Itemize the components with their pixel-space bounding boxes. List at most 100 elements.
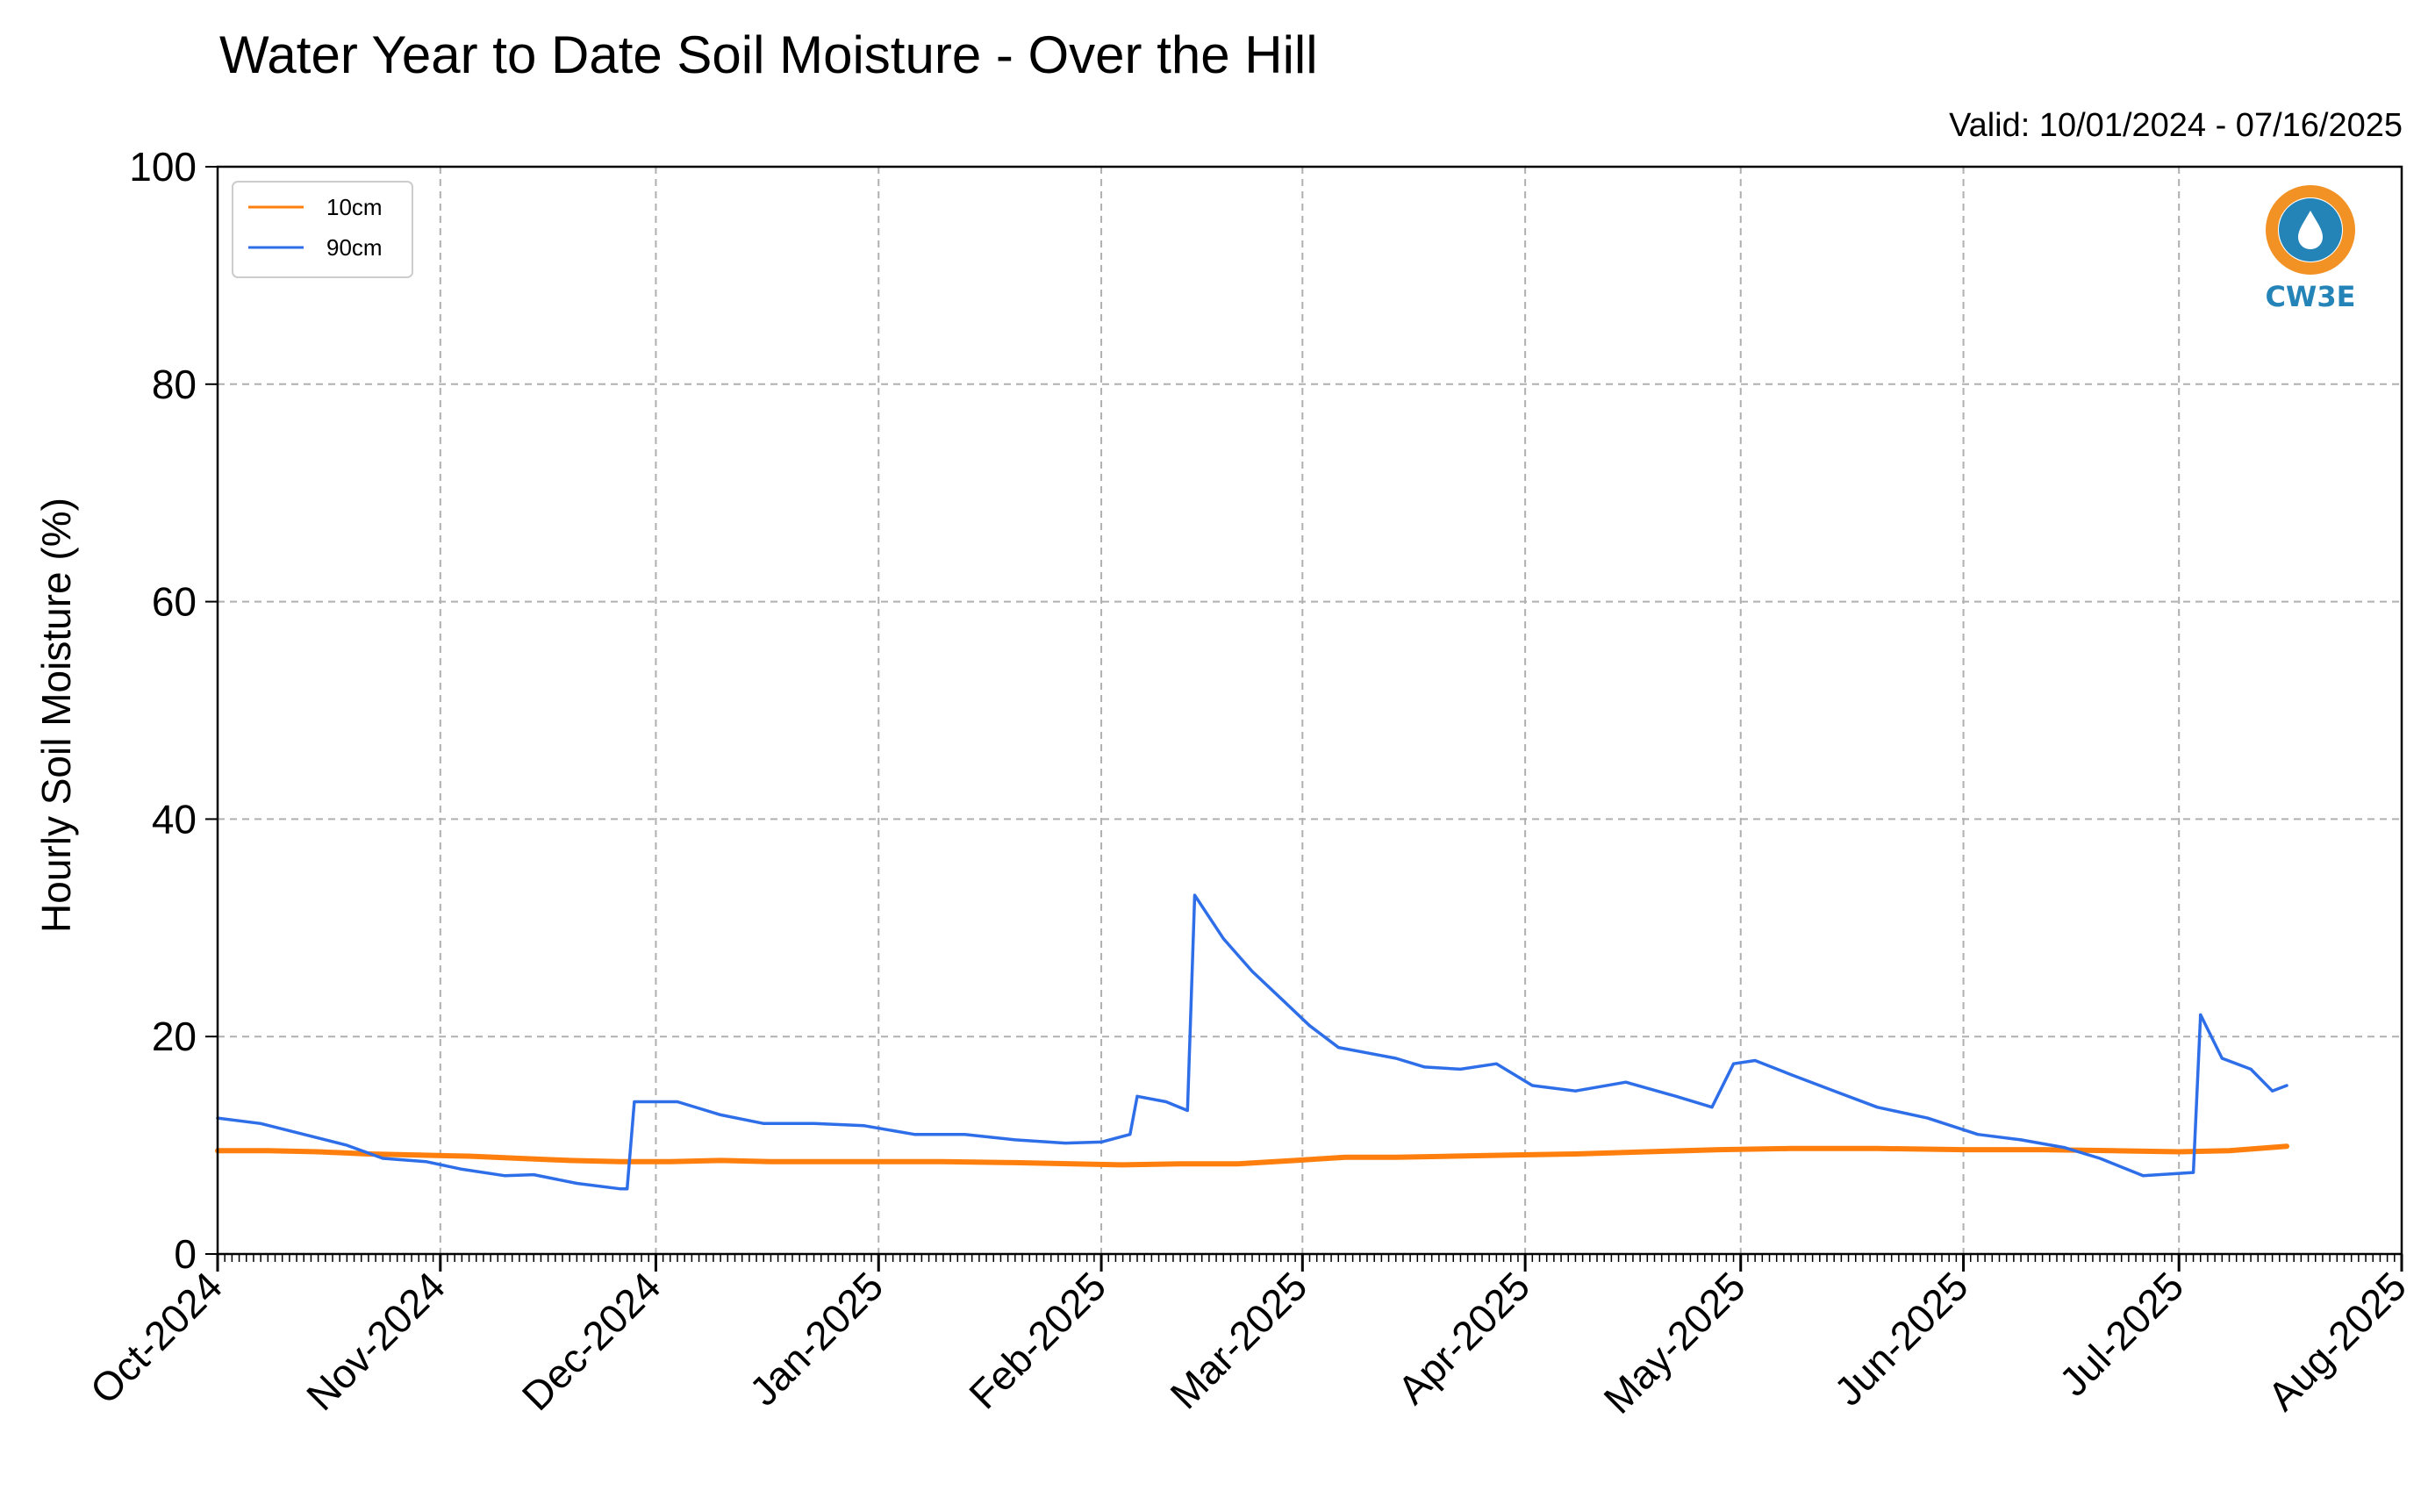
cw3e-logo: CW3E	[2266, 185, 2356, 313]
data-point	[575, 1182, 578, 1185]
data-point	[1494, 1062, 1498, 1065]
x-tick-label: Oct-2024	[82, 1263, 232, 1413]
x-tick-label: Nov-2024	[297, 1263, 454, 1419]
data-point	[381, 1157, 384, 1160]
legend-label-10cm: 10cm	[326, 194, 383, 220]
data-point	[302, 1133, 305, 1136]
data-point	[1221, 937, 1225, 941]
series-line-10cm	[215, 1143, 2289, 1168]
data-point	[1121, 1163, 1125, 1166]
data-point	[532, 1173, 535, 1177]
data-point	[942, 1160, 945, 1164]
data-point	[1394, 1057, 1398, 1060]
data-point	[1674, 1094, 1678, 1098]
data-point	[468, 1155, 471, 1157]
y-tick-label: 80	[152, 362, 197, 407]
data-point	[963, 1133, 966, 1136]
data-point	[626, 1187, 629, 1191]
x-tick-label: Dec-2024	[513, 1263, 670, 1419]
data-point	[1976, 1133, 1980, 1136]
data-point	[518, 1157, 521, 1160]
data-point	[769, 1160, 772, 1164]
legend-box	[232, 181, 413, 278]
data-point	[1308, 1024, 1311, 1028]
data-point	[1624, 1080, 1628, 1084]
data-point	[1099, 1140, 1103, 1143]
data-point	[1185, 1109, 1189, 1112]
data-point	[1926, 1116, 1930, 1120]
data-point	[863, 1124, 866, 1128]
data-point	[669, 1160, 672, 1164]
chart-subtitle: Valid: 10/01/2024 - 07/16/2025	[1949, 107, 2403, 144]
data-point	[1789, 1073, 1793, 1077]
data-point	[1013, 1161, 1017, 1164]
y-tick-label: 20	[152, 1014, 197, 1059]
data-point	[619, 1160, 621, 1164]
data-point	[1573, 1152, 1577, 1156]
data-point	[1458, 1067, 1462, 1071]
data-point	[1573, 1089, 1577, 1093]
y-tick-label: 60	[152, 579, 197, 625]
axes-layer: 0 20 40 60 80 100 Oct-2024 Nov-2024 Dec-2024 Jan-…	[82, 144, 2416, 1422]
y-axis-label: Hourly Soil Moisture (%)	[33, 498, 79, 933]
y-tick-label: 100	[129, 144, 197, 190]
data-point	[1250, 970, 1254, 973]
data-point	[1509, 1153, 1513, 1157]
chart-title: Water Year to Date Soil Moisture - Over …	[219, 25, 1318, 84]
data-point	[417, 1153, 420, 1157]
data-point	[2199, 1013, 2202, 1016]
legend: 10cm 90cm	[232, 181, 413, 278]
data-point	[1336, 1046, 1340, 1050]
data-point	[1164, 1100, 1168, 1103]
data-point	[1875, 1147, 1879, 1150]
data-point	[676, 1100, 679, 1103]
x-tick-label: Jun-2025	[1825, 1263, 1976, 1414]
legend-label-90cm: 90cm	[326, 234, 383, 261]
data-point	[1178, 1162, 1182, 1165]
data-point	[460, 1167, 463, 1171]
y-tick-label: 0	[174, 1231, 197, 1277]
data-point	[1732, 1062, 1736, 1065]
data-point	[813, 1121, 816, 1125]
data-point	[2249, 1067, 2253, 1071]
data-point	[568, 1158, 571, 1162]
data-point	[345, 1143, 348, 1147]
data-point	[619, 1187, 621, 1191]
data-point	[1645, 1150, 1649, 1153]
data-point	[2041, 1148, 2045, 1151]
data-point	[2192, 1171, 2195, 1174]
data-point	[1789, 1147, 1793, 1150]
x-tick-label: May-2025	[1594, 1263, 1753, 1422]
data-point	[1423, 1065, 1426, 1069]
data-point	[1451, 1155, 1455, 1157]
logo-text: CW3E	[2266, 280, 2356, 313]
data-point	[1193, 893, 1196, 897]
data-point	[2228, 1149, 2231, 1152]
data-point	[424, 1160, 427, 1164]
data-point	[762, 1121, 765, 1125]
data-point	[1875, 1106, 1879, 1109]
series-line-90cm	[216, 893, 2288, 1191]
data-point	[2285, 1144, 2288, 1148]
data-point	[504, 1174, 506, 1178]
logo-drop-icon	[2298, 211, 2323, 249]
data-point	[1013, 1138, 1017, 1142]
data-point	[1717, 1148, 1721, 1151]
data-point	[266, 1149, 269, 1152]
data-point	[1135, 1094, 1139, 1098]
data-point	[1753, 1059, 1757, 1062]
data-point	[1343, 1156, 1347, 1159]
data-point	[1064, 1142, 1067, 1145]
x-tick-label: Jul-2025	[2051, 1263, 2193, 1405]
data-point	[2019, 1138, 2023, 1142]
data-point	[2062, 1146, 2066, 1150]
data-point	[913, 1133, 916, 1136]
data-point	[719, 1158, 722, 1162]
series-layer	[215, 893, 2289, 1191]
data-point	[1071, 1162, 1074, 1165]
y-tick-label: 40	[152, 796, 197, 842]
data-point	[1365, 1051, 1369, 1055]
data-point	[2177, 1150, 2181, 1153]
data-point	[2285, 1084, 2288, 1087]
